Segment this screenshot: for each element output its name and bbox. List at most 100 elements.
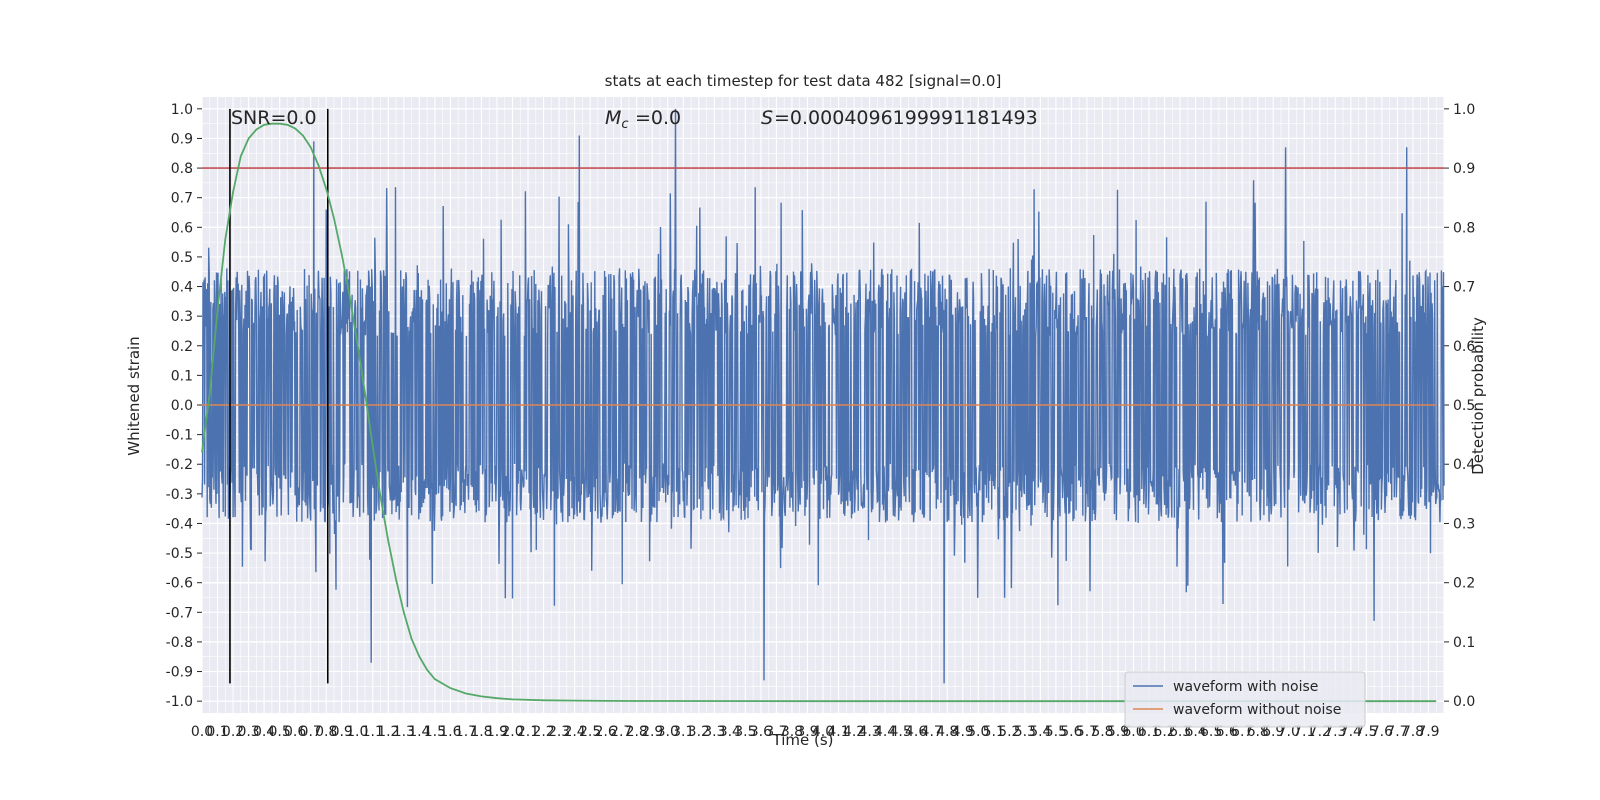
y2-axis-label: Detection probability (1469, 317, 1487, 475)
x-tick-label: 7.0 (1278, 724, 1300, 740)
x-tick-label: 4.7 (921, 724, 943, 740)
x-tick-label: 0.7 (300, 724, 322, 740)
x-tick-label: 6.2 (1153, 724, 1175, 740)
x-tick-label: 0.8 (315, 724, 337, 740)
x-tick-label: 4.5 (889, 724, 911, 740)
x-tick-label: 4.0 (812, 724, 834, 740)
x-tick-label: 7.1 (1293, 724, 1315, 740)
y-tick-label: 0.4 (171, 280, 193, 296)
y-tick-label: 0.7 (171, 191, 193, 207)
legend-label: waveform without noise (1173, 702, 1341, 718)
x-tick-label: 5.7 (1076, 724, 1098, 740)
x-tick-label: 2.2 (532, 724, 554, 740)
x-tick-label: 1.7 (455, 724, 477, 740)
x-tick-label: 0.3 (237, 724, 259, 740)
x-tick-label: 3.9 (796, 724, 818, 740)
y-tick-label: -0.9 (166, 665, 193, 681)
y2-tick-label: 0.1 (1453, 635, 1475, 651)
y-tick-label: 0.0 (171, 398, 193, 414)
x-tick-label: 6.5 (1200, 724, 1222, 740)
x-tick-label: 0.9 (331, 724, 353, 740)
x-tick-label: 5.1 (983, 724, 1005, 740)
x-tick-label: 5.6 (1060, 724, 1082, 740)
y-tick-label: 0.1 (171, 368, 193, 384)
x-tick-label: 7.7 (1386, 724, 1408, 740)
x-tick-label: 1.4 (408, 724, 430, 740)
snr-annotation: SNR=0.0 (231, 107, 317, 129)
x-tick-label: 2.6 (595, 724, 617, 740)
x-tick-label: 0.5 (268, 724, 290, 740)
x-tick-label: 3.7 (765, 724, 787, 740)
x-tick-label: 3.5 (734, 724, 756, 740)
y-tick-label: -0.5 (166, 546, 193, 562)
y-tick-label: -0.6 (166, 576, 193, 592)
x-tick-label: 4.1 (827, 724, 849, 740)
y2-tick-label: 0.2 (1453, 576, 1475, 592)
y2-tick-label: 0.4 (1453, 457, 1475, 473)
x-tick-label: 4.4 (874, 724, 896, 740)
x-tick-label: 0.1 (206, 724, 228, 740)
x-tick-label: 7.2 (1309, 724, 1331, 740)
y-tick-label: 0.2 (171, 339, 193, 355)
x-tick-label: 5.3 (1014, 724, 1036, 740)
x-tick-label: 5.9 (1107, 724, 1129, 740)
x-tick-label: 3.1 (672, 724, 694, 740)
x-tick-label: 5.2 (998, 724, 1020, 740)
x-tick-label: 1.2 (377, 724, 399, 740)
y-tick-label: -0.8 (166, 635, 193, 651)
x-tick-label: 3.8 (781, 724, 803, 740)
x-tick-label: 4.2 (843, 724, 865, 740)
x-tick-label: 7.5 (1355, 724, 1377, 740)
x-tick-label: 2.0 (501, 724, 523, 740)
x-axis-label: Time (s) (772, 731, 834, 749)
x-tick-label: 7.4 (1340, 724, 1362, 740)
x-tick-label: 4.6 (905, 724, 927, 740)
x-tick-label: 6.6 (1216, 724, 1238, 740)
y2-tick-label: 0.9 (1453, 161, 1475, 177)
y-tick-label: 0.5 (171, 250, 193, 266)
x-tick-label: 2.1 (517, 724, 539, 740)
x-tick-label: 5.5 (1045, 724, 1067, 740)
y2-tick-label: 1.0 (1453, 102, 1475, 118)
x-tick-label: 2.5 (579, 724, 601, 740)
legend-box (1124, 671, 1366, 728)
mc-value: =0.0 (635, 107, 681, 129)
chart-title: stats at each timestep for test data 482… (605, 72, 1002, 90)
y2-tick-label: 0.5 (1453, 398, 1475, 414)
legend: waveform with noise waveform without nois… (1124, 671, 1366, 728)
x-tick-label: 2.4 (563, 724, 585, 740)
x-tick-label: 7.8 (1402, 724, 1424, 740)
x-tick-label: 0.6 (284, 724, 306, 740)
x-tick-label: 4.9 (952, 724, 974, 740)
y2-tick-label: 0.0 (1453, 694, 1475, 710)
x-tick-label: 4.3 (858, 724, 880, 740)
s-value: =0.0004096199991181493 (774, 107, 1038, 129)
legend-label: waveform with noise (1173, 679, 1318, 695)
x-tick-label: 2.9 (641, 724, 663, 740)
x-tick-label: 7.9 (1417, 724, 1439, 740)
x-tick-label: 1.5 (424, 724, 446, 740)
x-tick-label: 3.2 (688, 724, 710, 740)
x-tick-label: 6.8 (1247, 724, 1269, 740)
y-tick-label: 1.0 (171, 102, 193, 118)
detection-probability-line (201, 122, 1437, 703)
x-tick-label: 1.9 (486, 724, 508, 740)
y-tick-label: -0.7 (166, 605, 193, 621)
x-tick-label: 6.4 (1184, 724, 1206, 740)
x-tick-label: 2.7 (610, 724, 632, 740)
x-tick-label: 6.0 (1122, 724, 1144, 740)
noise-waveform-line (201, 108, 1445, 684)
x-tick-label: 6.1 (1138, 724, 1160, 740)
y2-tick-label: 0.3 (1453, 516, 1475, 532)
x-tick-label: 1.8 (470, 724, 492, 740)
x-tick-label: 6.9 (1262, 724, 1284, 740)
x-tick-label: 3.0 (657, 724, 679, 740)
x-tick-label: 7.6 (1371, 724, 1393, 740)
x-tick-label: 1.6 (439, 724, 461, 740)
y-tick-label: -0.2 (166, 457, 193, 473)
x-tick-label: 6.3 (1169, 724, 1191, 740)
y-axis-label: Whitened strain (125, 336, 143, 455)
x-tick-label: 4.8 (936, 724, 958, 740)
x-tick-label: 7.3 (1324, 724, 1346, 740)
